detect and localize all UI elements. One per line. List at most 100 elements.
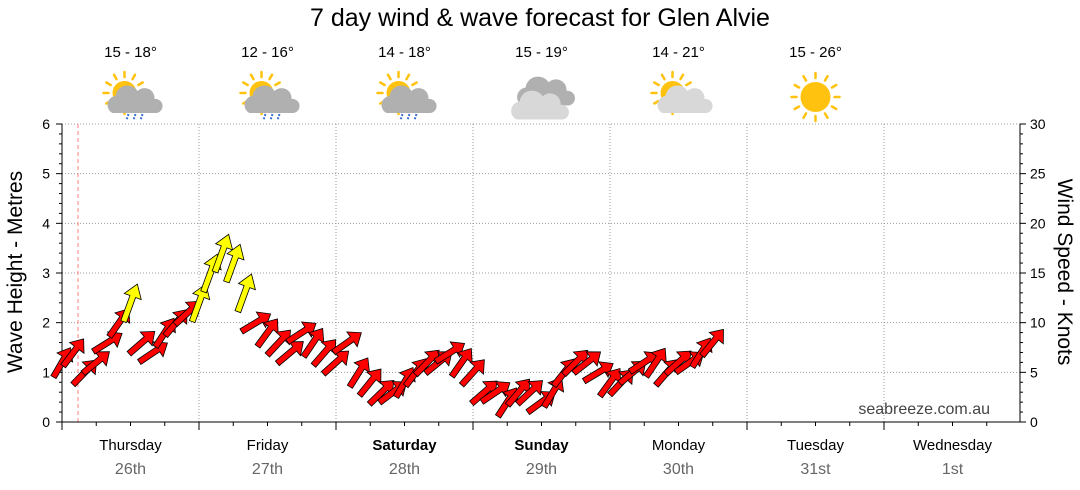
sun-cloud-rain-icon bbox=[239, 70, 300, 121]
sun-ray bbox=[405, 73, 411, 81]
x-date-label: 26th bbox=[115, 461, 146, 478]
y-right-tick-label: 25 bbox=[1030, 166, 1046, 182]
rain-drop bbox=[132, 113, 137, 121]
wind-arrow bbox=[561, 349, 589, 378]
x-date-label: 29th bbox=[526, 461, 557, 478]
y-right-tick-label: 0 bbox=[1030, 414, 1038, 430]
wind-arrow bbox=[331, 331, 362, 356]
x-date-label: 31st bbox=[800, 461, 831, 478]
x-day-label: Monday bbox=[652, 437, 706, 454]
sun-cloud-rain-icon bbox=[376, 70, 437, 121]
wind-arrow bbox=[433, 341, 466, 365]
cloud-shape bbox=[244, 85, 300, 113]
cloudy-icon bbox=[511, 76, 575, 120]
temperature-range: 15 - 26° bbox=[789, 44, 842, 61]
sun-ray bbox=[249, 73, 255, 81]
sun-ray bbox=[685, 81, 692, 87]
wind-arrow bbox=[211, 233, 234, 274]
sun-ray bbox=[131, 73, 137, 81]
wind-arrow bbox=[239, 311, 272, 335]
sun-ray bbox=[802, 112, 808, 120]
grid bbox=[62, 123, 1020, 422]
sun-ray bbox=[830, 105, 838, 111]
sun-ray bbox=[137, 81, 144, 87]
wind-arrow bbox=[643, 347, 667, 379]
sun-ray bbox=[379, 81, 386, 87]
sun-ray bbox=[679, 73, 685, 81]
x-day-label: Wednesday bbox=[913, 437, 992, 454]
wind-arrow bbox=[274, 341, 304, 367]
partly-cloudy-icon bbox=[650, 70, 713, 116]
y-right-tick-label: 15 bbox=[1030, 265, 1046, 281]
temperature-range: 14 - 21° bbox=[652, 44, 705, 61]
sun-ray bbox=[823, 74, 829, 82]
x-date-label: 1st bbox=[942, 461, 964, 478]
sun-ray bbox=[242, 81, 249, 87]
y-right-tick-label: 20 bbox=[1030, 215, 1046, 231]
wind-arrows bbox=[50, 233, 724, 419]
sun-ray bbox=[411, 81, 418, 87]
wind-arrow bbox=[581, 361, 614, 385]
rain-drop bbox=[269, 113, 274, 121]
wind-arrow bbox=[60, 338, 85, 369]
wind-arrow bbox=[366, 379, 395, 407]
y-left-tick-label: 5 bbox=[42, 166, 50, 182]
sun-ray bbox=[112, 73, 118, 81]
wind-arrow bbox=[356, 368, 382, 398]
sun-ray bbox=[274, 81, 281, 87]
sun-ray bbox=[105, 81, 112, 87]
sun-ray bbox=[823, 112, 829, 120]
rain-drop bbox=[276, 113, 281, 121]
wind-arrow bbox=[80, 351, 110, 376]
rain-drop bbox=[262, 113, 267, 121]
x-day-label: Thursday bbox=[99, 437, 162, 454]
rain-drop bbox=[125, 113, 130, 121]
watermark: seabreeze.com.au bbox=[858, 401, 990, 418]
wind-arrow bbox=[571, 351, 602, 376]
rain-drop bbox=[413, 113, 418, 121]
wind-arrow bbox=[479, 381, 511, 405]
wind-arrow bbox=[458, 359, 485, 388]
y-right-tick-label: 30 bbox=[1030, 116, 1046, 132]
sun-cloud-rain-icon bbox=[102, 70, 163, 121]
sun-ray bbox=[793, 105, 801, 111]
wind-arrow bbox=[663, 350, 692, 377]
day-forecast-headers: 15 - 18° 12 - 16° 14 - 18° 15 - 19° 14 - 21°… bbox=[102, 44, 842, 123]
y-axis-left-label: Wave Height - Metres bbox=[4, 171, 27, 373]
sunny-icon bbox=[790, 71, 841, 123]
y-left-tick-label: 1 bbox=[42, 364, 50, 380]
wind-arrow bbox=[448, 347, 473, 379]
y-left-tick-label: 3 bbox=[42, 265, 50, 281]
sun-disc bbox=[800, 82, 831, 112]
y-left-tick-label: 0 bbox=[42, 414, 50, 430]
wind-arrow bbox=[597, 367, 622, 399]
wind-arrow bbox=[699, 328, 724, 359]
cloud-shape bbox=[657, 85, 713, 113]
temperature-range: 15 - 18° bbox=[104, 44, 157, 61]
rain-drop bbox=[399, 113, 404, 121]
sun-ray bbox=[268, 73, 274, 81]
wind-arrow bbox=[300, 327, 325, 359]
temperature-range: 14 - 18° bbox=[378, 44, 431, 61]
temperature-range: 12 - 16° bbox=[241, 44, 294, 61]
sun-ray bbox=[793, 83, 801, 89]
cloud-shape bbox=[107, 85, 163, 113]
rain-drop bbox=[139, 113, 144, 121]
wind-arrow bbox=[515, 380, 543, 407]
y-axis-right-label: Wind Speed - Knots bbox=[1053, 179, 1076, 366]
sun-ray bbox=[802, 74, 808, 82]
y-left-tick-label: 2 bbox=[42, 315, 50, 331]
wind-arrow bbox=[223, 243, 245, 284]
wind-arrow bbox=[126, 330, 156, 357]
chart-title: 7 day wind & wave forecast for Glen Alvi… bbox=[310, 4, 770, 32]
y-left-tick-label: 6 bbox=[42, 116, 50, 132]
wind-arrow bbox=[285, 321, 317, 345]
cloud-shape bbox=[511, 90, 569, 120]
sun-ray bbox=[386, 73, 392, 81]
y-right-tick-label: 5 bbox=[1030, 364, 1038, 380]
wind-arrow bbox=[254, 318, 279, 349]
y-left-tick-label: 4 bbox=[42, 215, 50, 231]
x-date-label: 30th bbox=[663, 461, 694, 478]
x-day-label: Saturday bbox=[372, 437, 437, 454]
wind-arrow bbox=[234, 273, 256, 314]
